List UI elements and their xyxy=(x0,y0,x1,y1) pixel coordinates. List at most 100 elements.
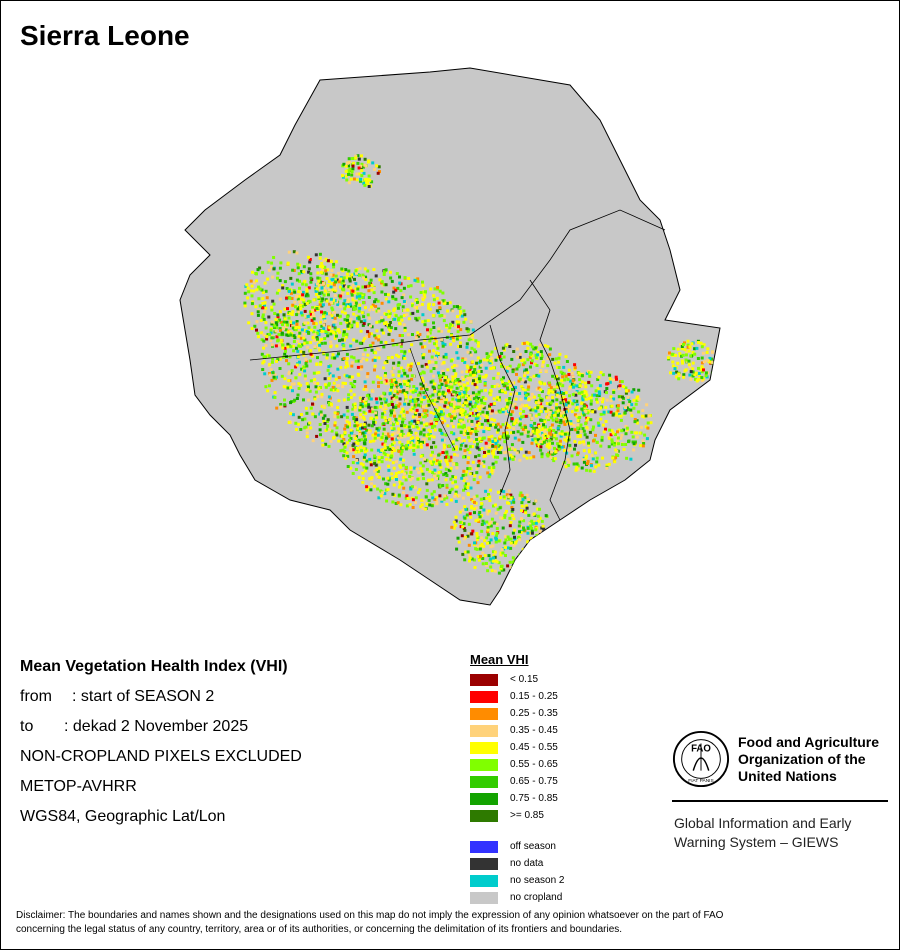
vhi-pixel xyxy=(541,432,544,436)
legend-class-item: 0.25 - 0.35 xyxy=(470,705,565,722)
vhi-pixel xyxy=(311,336,315,340)
vhi-pixel xyxy=(407,317,411,321)
vhi-pixel xyxy=(450,487,454,491)
vhi-pixel xyxy=(694,371,698,375)
vhi-pixel xyxy=(396,446,400,450)
vhi-pixel xyxy=(532,502,536,506)
vhi-pixel xyxy=(564,410,568,414)
vhi-pixel xyxy=(247,321,251,325)
vhi-pixel xyxy=(488,443,492,447)
vhi-pixel xyxy=(405,313,409,317)
vhi-pixel xyxy=(276,315,280,319)
vhi-pixel xyxy=(518,458,522,462)
vhi-pixel xyxy=(249,289,253,293)
vhi-pixel xyxy=(376,375,380,379)
vhi-pixel xyxy=(329,364,333,368)
vhi-pixel xyxy=(267,268,271,272)
vhi-pixel xyxy=(534,414,538,418)
vhi-pixel xyxy=(300,313,304,317)
vhi-pixel xyxy=(700,345,704,349)
vhi-pixel xyxy=(447,389,450,393)
vhi-pixel xyxy=(540,352,543,356)
vhi-pixel xyxy=(319,362,322,366)
vhi-pixel xyxy=(457,399,461,403)
vhi-pixel xyxy=(414,500,417,504)
vhi-pixel xyxy=(351,361,355,365)
vhi-pixel xyxy=(297,272,301,276)
vhi-pixels xyxy=(243,154,717,575)
vhi-pixel xyxy=(442,360,446,364)
vhi-pixel xyxy=(594,389,598,393)
vhi-pixel xyxy=(362,455,366,459)
vhi-pixel xyxy=(289,330,293,333)
vhi-pixel xyxy=(439,378,442,382)
vhi-pixel xyxy=(522,341,526,345)
vhi-pixel xyxy=(374,336,378,340)
vhi-pixel xyxy=(582,407,586,411)
vhi-pixel xyxy=(459,443,463,447)
vhi-pixel xyxy=(444,352,448,356)
vhi-pixel xyxy=(465,327,469,331)
vhi-pixel xyxy=(351,298,355,302)
vhi-pixel xyxy=(631,440,635,444)
vhi-pixel xyxy=(404,496,408,500)
vhi-pixel xyxy=(278,367,282,370)
vhi-pixel xyxy=(392,378,396,382)
vhi-pixel xyxy=(353,402,357,406)
vhi-pixel xyxy=(407,277,411,280)
vhi-pixel xyxy=(576,423,580,427)
vhi-pixel xyxy=(402,416,406,419)
vhi-pixel xyxy=(312,315,316,319)
vhi-pixel xyxy=(480,425,484,429)
vhi-pixel xyxy=(388,321,392,324)
vhi-pixel xyxy=(445,483,449,487)
vhi-pixel xyxy=(513,421,517,425)
vhi-pixel xyxy=(424,383,428,387)
vhi-pixel xyxy=(547,442,551,446)
vhi-pixel xyxy=(382,283,386,287)
vhi-pixel xyxy=(419,404,422,408)
vhi-pixel xyxy=(368,397,372,401)
vhi-pixel xyxy=(267,354,271,358)
vhi-pixel xyxy=(538,380,542,384)
vhi-pixel xyxy=(411,424,415,428)
vhi-pixel xyxy=(352,356,356,360)
vhi-pixel xyxy=(499,362,503,366)
vhi-pixel xyxy=(265,335,269,339)
vhi-pixel xyxy=(485,509,489,513)
vhi-pixel xyxy=(559,401,563,405)
vhi-pixel xyxy=(474,506,478,510)
vhi-pixel xyxy=(469,370,473,374)
vhi-pixel xyxy=(297,310,301,314)
vhi-pixel xyxy=(259,319,263,322)
vhi-pixel xyxy=(427,498,431,502)
vhi-pixel xyxy=(531,438,535,442)
vhi-pixel xyxy=(600,435,604,439)
vhi-pixel xyxy=(642,415,646,419)
vhi-pixel xyxy=(411,415,415,419)
vhi-pixel xyxy=(574,391,578,395)
vhi-pixel xyxy=(390,370,394,374)
vhi-pixel xyxy=(332,320,336,324)
vhi-pixel xyxy=(393,414,396,418)
vhi-pixel xyxy=(413,466,417,470)
vhi-pixel xyxy=(297,344,301,348)
vhi-pixel xyxy=(321,297,325,301)
vhi-pixel xyxy=(315,371,319,375)
vhi-pixel xyxy=(359,179,362,183)
vhi-pixel xyxy=(608,428,612,432)
vhi-pixel xyxy=(584,390,588,394)
vhi-pixel xyxy=(503,541,507,545)
vhi-pixel xyxy=(597,375,601,379)
vhi-pixel xyxy=(281,346,285,350)
vhi-pixel xyxy=(353,277,356,281)
vhi-pixel xyxy=(324,257,328,261)
vhi-pixel xyxy=(566,377,570,381)
vhi-pixel xyxy=(464,487,468,490)
vhi-pixel xyxy=(711,350,714,354)
vhi-pixel xyxy=(359,329,363,333)
vhi-pixel xyxy=(563,438,567,442)
vhi-pixel xyxy=(687,363,691,367)
vhi-pixel xyxy=(305,427,309,431)
vhi-pixel xyxy=(371,389,375,393)
